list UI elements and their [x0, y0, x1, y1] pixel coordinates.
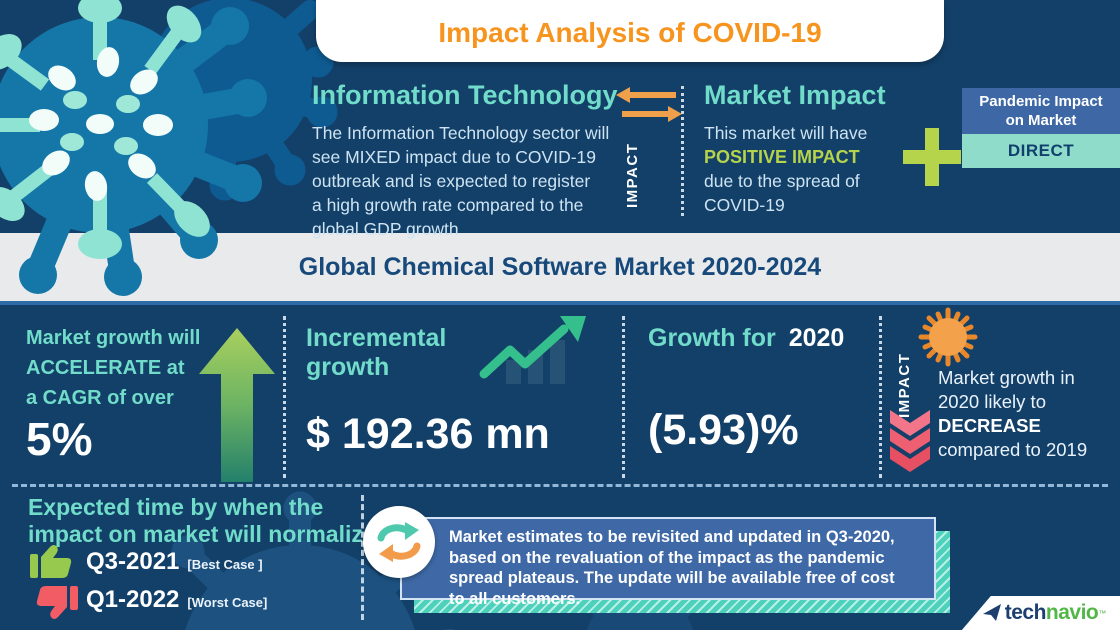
refresh-arrows-icon: [377, 522, 421, 562]
market-impact-heading: Market Impact: [704, 80, 886, 110]
sector-line: a high growth rate compared to the: [312, 195, 584, 215]
thumbs-down-icon: [36, 586, 78, 619]
sector-heading: Information Technology: [312, 80, 618, 110]
pandemic-box-line: on Market: [1005, 112, 1077, 129]
note-line: to all customers.: [449, 589, 581, 608]
growth-up-arrow: [199, 328, 275, 482]
divider-dotted-stats: [622, 316, 625, 478]
sector-line: The Information Technology sector will: [312, 123, 610, 143]
worst-case-row: Q1-2022 [Worst Case]: [86, 586, 267, 614]
pandemic-box-line: Pandemic Impact: [979, 93, 1103, 110]
normalize-heading: Expected time by when the impact on mark…: [28, 494, 376, 548]
note-box: Market estimates to be revisited and upd…: [400, 517, 936, 608]
note-line: Market estimates to be revisited and upd…: [449, 528, 895, 546]
market-title: Global Chemical Software Market 2020-202…: [298, 252, 822, 281]
exchange-arrows-icon: [616, 87, 682, 122]
worst-case-label: [Worst Case]: [187, 595, 268, 610]
impact-2020-line: Market growth in: [938, 367, 1075, 388]
cagr-value: 5%: [26, 413, 93, 465]
impact-2020-line: compared to 2019: [938, 439, 1088, 460]
impact-2020-text: Market growth in 2020 likely to DECREASE…: [938, 366, 1118, 462]
market-impact-line: due to the spread of: [704, 171, 860, 191]
cagr-line: Market growth will: [26, 327, 201, 349]
impact-vertical-label: IMPACT: [624, 142, 641, 208]
thumbs-up-icon: [30, 545, 72, 578]
incremental-line: Incremental: [306, 324, 447, 352]
market-impact-description: This market will have POSITIVE IMPACT du…: [704, 121, 919, 217]
logo-text-tech: tech: [1004, 601, 1047, 624]
growth-2020-value: (5.93)%: [648, 406, 799, 454]
incremental-line: growth: [306, 353, 390, 381]
growth-2020-year: 2020: [788, 324, 845, 352]
note-line: spread plateaus. The update will be avai…: [449, 569, 895, 587]
positive-impact-label: POSITIVE IMPACT: [704, 147, 860, 167]
decrease-label: DECREASE: [938, 415, 1041, 436]
plus-icon: [903, 128, 961, 186]
divider-dotted-top: [681, 86, 684, 216]
sector-line: global GDP growth: [312, 219, 459, 239]
divider-dotted-stats: [283, 316, 286, 478]
sector-line: see MIXED impact due to COVID-19: [312, 147, 596, 167]
pandemic-impact-box: Pandemic Impact on Market: [962, 88, 1120, 134]
note-line: based on the revaluation of the impact a…: [449, 548, 885, 567]
normalize-heading-line: impact on market will normalize: [28, 521, 376, 547]
market-impact-line: This market will have: [704, 123, 868, 143]
worst-case-quarter: Q1-2022: [86, 586, 180, 613]
page-title: Impact Analysis of COVID-19: [438, 17, 822, 48]
best-case-quarter: Q3-2021: [86, 548, 180, 575]
sector-column: Information Technology The Information T…: [312, 80, 622, 241]
best-case-row: Q3-2021 [Best Case ]: [86, 548, 263, 576]
technavio-logo: tech navio ™: [961, 596, 1120, 630]
logo-trademark: ™: [1098, 608, 1107, 618]
triple-chevron-down-icon: [890, 410, 930, 472]
incremental-value: $ 192.36 mn: [306, 410, 550, 458]
update-cycle-badge: [363, 506, 435, 578]
technavio-arrow-icon: [982, 604, 1001, 621]
cagr-panel-text: Market growth will ACCELERATE at a CAGR …: [26, 323, 200, 413]
direct-value-box: DIRECT: [962, 134, 1120, 168]
divider-dashed-vertical: [361, 495, 364, 620]
cagr-line: a CAGR of over: [26, 387, 174, 409]
divider-dotted-stats: [879, 316, 882, 478]
virus-main: [0, 0, 267, 296]
growth-2020-prefix: Growth for: [648, 324, 776, 352]
best-case-label: [Best Case ]: [187, 557, 263, 572]
cagr-line: ACCELERATE at: [26, 357, 185, 379]
market-impact-column: Market Impact This market will have POSI…: [704, 80, 919, 217]
impact-2020-line: 2020 likely to: [938, 391, 1046, 412]
trend-up-icon: [479, 316, 586, 384]
virus-orange-icon: [918, 307, 978, 367]
growth-2020-heading: Growth for 2020: [648, 324, 844, 353]
impact-vertical-label-2: IMPACT: [896, 352, 913, 418]
coronavirus-illustration: [0, 0, 338, 296]
market-impact-line: COVID-19: [704, 195, 785, 215]
sector-description: The Information Technology sector will s…: [312, 121, 622, 241]
sector-line: outbreak and is expected to register: [312, 171, 591, 191]
normalize-heading-line: Expected time by when the: [28, 494, 324, 520]
incremental-heading: Incremental growth: [306, 324, 446, 382]
direct-label: DIRECT: [1007, 141, 1075, 160]
divider-dashed-horizontal: [12, 484, 1108, 487]
logo-text-navio: navio: [1045, 601, 1099, 624]
top-banner: Impact Analysis of COVID-19: [316, 0, 944, 62]
